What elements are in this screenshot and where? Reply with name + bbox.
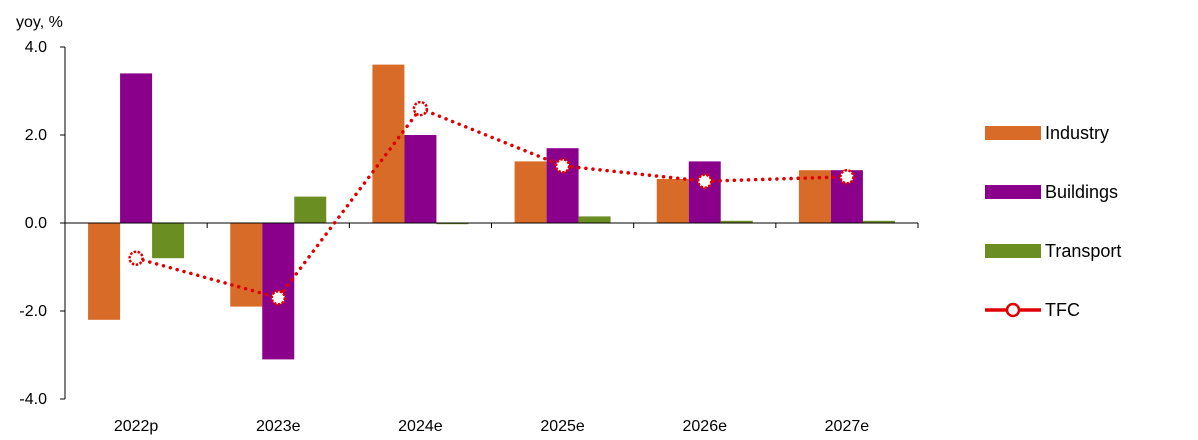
bar-transport-2026e bbox=[720, 220, 753, 223]
legend-swatch-buildings bbox=[985, 185, 1041, 199]
tfc-line bbox=[128, 100, 855, 306]
bar-buildings-2024e bbox=[404, 135, 437, 223]
legend-swatch-marker bbox=[1005, 302, 1021, 318]
legend-swatch-transport bbox=[985, 244, 1041, 258]
tfc-point-2026e bbox=[697, 173, 713, 189]
bar-buildings-2022p bbox=[120, 73, 153, 224]
x-tick-label: 2026e bbox=[683, 418, 728, 435]
legend-swatch-industry bbox=[985, 126, 1041, 140]
bar-industry-2022p bbox=[88, 223, 121, 320]
bar-buildings-2026e bbox=[688, 161, 721, 223]
legend: Industry Buildings Transport TFC bbox=[985, 123, 1121, 320]
y-tick-label: 2.0 bbox=[25, 127, 47, 144]
bar-industry-2025e bbox=[514, 161, 547, 223]
y-tick-label: 0.0 bbox=[25, 215, 47, 232]
bar-transport-2027e bbox=[862, 220, 895, 223]
legend-label-buildings: Buildings bbox=[1045, 182, 1118, 202]
x-tick-label: 2023e bbox=[256, 418, 301, 435]
bar-industry-2024e bbox=[372, 64, 405, 223]
bar-transport-2022p bbox=[152, 223, 185, 259]
x-tick-label: 2024e bbox=[398, 418, 443, 435]
bar-industry-2023e bbox=[230, 223, 263, 307]
tfc-point-2024e bbox=[412, 100, 429, 117]
legend-label-tfc: TFC bbox=[1045, 300, 1080, 320]
y-axis: 4.0 2.0 0.0 -2.0 -4.0 bbox=[19, 39, 66, 408]
bars bbox=[88, 64, 895, 360]
bar-industry-2026e bbox=[656, 179, 689, 223]
tfc-point-2022p bbox=[128, 250, 144, 266]
y-axis-unit-label: yoy, % bbox=[16, 14, 63, 31]
legend-label-industry: Industry bbox=[1045, 123, 1109, 143]
tfc-series-line bbox=[134, 106, 849, 300]
x-tick-label: 2027e bbox=[825, 418, 870, 435]
legend-label-transport: Transport bbox=[1045, 241, 1121, 261]
y-tick-label: 4.0 bbox=[25, 39, 47, 56]
bar-transport-2024e bbox=[436, 223, 469, 225]
x-tick-label: 2025e bbox=[540, 418, 585, 435]
tfc-point-2023e bbox=[270, 290, 286, 306]
tfc-point-2025e bbox=[554, 158, 571, 174]
y-tick-label: -4.0 bbox=[19, 391, 47, 408]
x-axis: 2022p 2023e 2024e 2025e 2026e 2027e bbox=[64, 222, 919, 435]
x-tick-label: 2022p bbox=[114, 418, 159, 435]
bar-transport-2023e bbox=[294, 196, 327, 223]
y-tick-label: -2.0 bbox=[19, 303, 47, 320]
bar-transport-2025e bbox=[578, 216, 611, 223]
tfc-point-2027e bbox=[839, 169, 855, 185]
